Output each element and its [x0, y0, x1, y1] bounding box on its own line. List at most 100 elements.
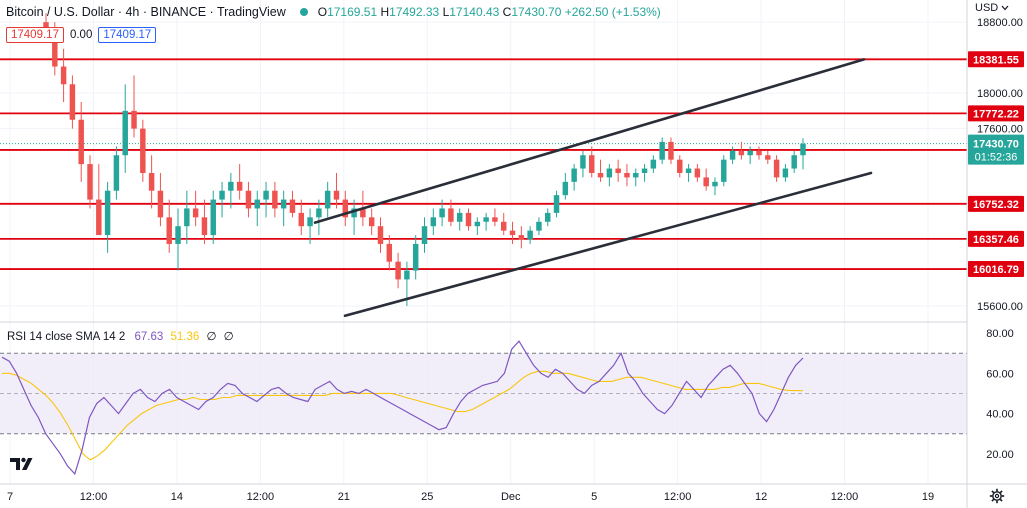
candle-body	[351, 208, 357, 218]
candle-body	[386, 243, 393, 262]
candle-body	[263, 190, 269, 200]
candle-body	[87, 164, 93, 200]
candle-body	[175, 226, 181, 244]
candle-body	[747, 150, 753, 156]
ohlc-change: +262.50 (+1.53%)	[564, 5, 661, 19]
candle-body	[430, 217, 437, 227]
candle-body	[562, 181, 569, 196]
level-label-text: 18381.55	[973, 54, 1019, 66]
candle-body	[703, 177, 709, 187]
ohlc-open-label: O	[317, 5, 328, 19]
level-label-text: 16357.46	[973, 234, 1019, 246]
candle-body	[368, 217, 375, 227]
time-tick-label: 19	[922, 491, 934, 503]
rsi-value: 67.63	[134, 331, 164, 343]
time-tick-label: 14	[171, 491, 183, 503]
candle-body	[694, 168, 701, 178]
trendline[interactable]	[313, 58, 866, 224]
time-axis[interactable]: 7 12:00 14 12:00 21 25 Dec 5 12:00 12 12:00 19	[7, 491, 934, 503]
rsi-line	[1, 340, 804, 476]
candle-body	[668, 141, 674, 160]
ohlc-low-label: L	[442, 5, 450, 19]
level-label-bg	[968, 261, 1024, 278]
candle-body	[492, 217, 498, 222]
level-label-bg	[968, 51, 1024, 68]
symbol-title[interactable]: Bitcoin / U.S. Dollar · 4h · BINANCE · T…	[6, 5, 286, 19]
time-tick-label: 12:00	[831, 491, 859, 503]
candle-body	[307, 217, 313, 227]
candle-body	[298, 212, 304, 227]
candle-body	[641, 168, 648, 173]
candle-body	[773, 159, 780, 178]
candle-body	[685, 168, 692, 173]
time-tick-label: 5	[591, 491, 597, 503]
buy-price-button[interactable]: 17409.17	[98, 27, 157, 43]
time-tick-label: Dec	[501, 491, 521, 503]
candle-body	[245, 190, 252, 209]
ohlc-high-label: H	[380, 5, 390, 19]
currency-label: USD	[975, 2, 999, 14]
rsi-tick-label: 20.00	[986, 449, 1014, 461]
candle-body	[96, 199, 102, 236]
candle-body	[765, 155, 771, 160]
candle-body	[756, 150, 762, 156]
rsi-label: RSI 14 close SMA 14 2	[7, 331, 126, 343]
candle-body	[729, 150, 736, 160]
candle-body	[140, 128, 146, 173]
time-tick-label: 7	[7, 491, 13, 503]
currency-selector[interactable]: USD	[975, 2, 1009, 14]
bid-ask-box: 17409.17 0.00 17409.17	[6, 26, 157, 44]
candle-body	[439, 208, 445, 218]
candle-body	[615, 168, 621, 173]
candle-body	[280, 199, 287, 209]
rsi-axis[interactable]: 80.00 60.00 40.00 20.00	[986, 328, 1014, 461]
level-label-bg	[968, 105, 1024, 122]
candlestick-series	[43, 13, 806, 307]
candle-body	[456, 212, 463, 222]
candle-body	[342, 199, 349, 218]
trendline[interactable]	[343, 171, 873, 318]
rsi-tick-label: 60.00	[986, 368, 1014, 380]
candle-body	[395, 261, 401, 280]
candle-body	[166, 217, 172, 244]
candle-body	[404, 270, 410, 280]
price-tick-label: 18800.00	[977, 17, 1023, 29]
candle-body	[192, 208, 199, 218]
level-label-text: 17772.22	[973, 108, 1019, 120]
price-axis[interactable]: 15600.00 17600.00 18000.00 18800.00	[977, 17, 1023, 313]
candle-body	[650, 159, 657, 169]
candle-body	[148, 172, 155, 191]
candle-body	[536, 221, 542, 231]
market-status-icon	[299, 8, 308, 16]
level-label-text: 16016.79	[973, 264, 1019, 276]
candle-body	[483, 217, 489, 222]
candle-body	[571, 168, 577, 182]
candle-body	[122, 110, 128, 156]
price-tick-label: 17600.00	[977, 124, 1023, 136]
candle-body	[52, 35, 58, 67]
candle-body	[712, 181, 718, 187]
trend-channel[interactable]	[313, 58, 873, 318]
current-price-bg	[968, 134, 1024, 165]
level-label-bg	[968, 230, 1024, 247]
time-tick-label: 25	[421, 491, 433, 503]
price-tick-label: 18000.00	[977, 88, 1023, 100]
level-price-labels: 18381.5517772.2217359.8216752.3216357.46…	[968, 51, 1024, 278]
gear-icon[interactable]	[989, 488, 1005, 504]
candle-body	[800, 143, 806, 156]
ohlc-low: 17140.43	[449, 5, 500, 19]
candle-body	[553, 195, 560, 213]
candle-body	[738, 150, 745, 156]
sell-price-button[interactable]: 17409.17	[6, 27, 64, 43]
symbol-header: Bitcoin / U.S. Dollar · 4h · BINANCE · T…	[6, 4, 661, 20]
candle-body	[254, 199, 260, 209]
support-resistance-levels	[0, 58, 967, 270]
candle-body	[236, 181, 243, 191]
tradingview-logo-icon[interactable]	[8, 454, 36, 474]
candle-body	[333, 190, 340, 200]
spread-value: 0.00	[69, 29, 93, 41]
rsi-legend[interactable]: RSI 14 close SMA 14 2 67.63 51.36 ∅ ∅	[7, 329, 234, 343]
time-tick-label: 12:00	[80, 491, 108, 503]
candle-body	[659, 141, 665, 160]
